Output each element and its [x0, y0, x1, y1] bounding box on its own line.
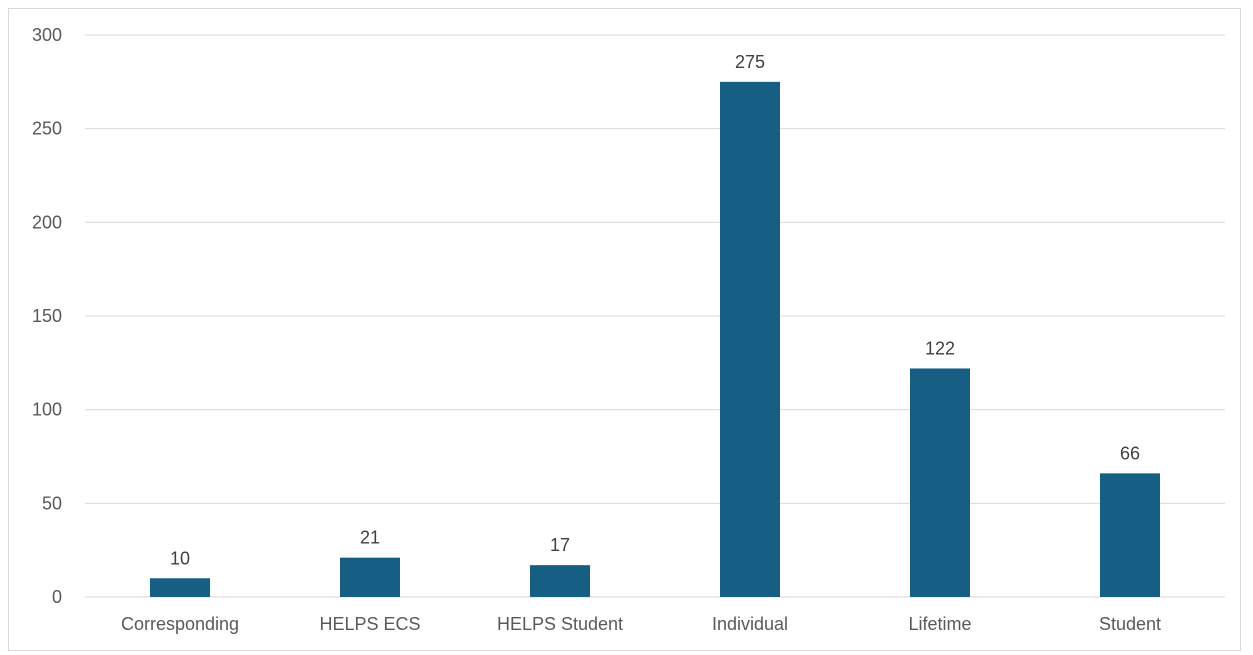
y-tick-label: 150 [32, 306, 62, 326]
data-label: 66 [1120, 443, 1140, 463]
x-tick-label: Lifetime [908, 614, 971, 634]
y-tick-label: 50 [42, 493, 62, 513]
data-labels: 10 21 17 275 122 66 [170, 52, 1140, 568]
bar-lifetime [910, 368, 970, 597]
x-tick-label: HELPS Student [497, 614, 623, 634]
x-tick-label: HELPS ECS [319, 614, 420, 634]
chart-frame [8, 8, 1241, 651]
data-label: 21 [360, 528, 380, 548]
y-tick-label: 100 [32, 400, 62, 420]
bar-helps-student [530, 565, 590, 597]
y-axis-tick-labels: 0 50 100 150 200 250 300 [32, 25, 62, 607]
gridlines [85, 34, 1225, 598]
x-tick-label: Student [1099, 614, 1161, 634]
bar-corresponding [150, 578, 210, 597]
y-tick-label: 200 [32, 212, 62, 232]
data-label: 275 [735, 52, 765, 72]
data-label: 10 [170, 548, 190, 568]
y-tick-label: 0 [52, 587, 62, 607]
bars [150, 81, 1160, 598]
data-label: 17 [550, 535, 570, 555]
bar-helps-ecs [340, 557, 400, 597]
y-tick-label: 250 [32, 119, 62, 139]
data-label: 122 [925, 338, 955, 358]
x-tick-label: Corresponding [121, 614, 239, 634]
y-tick-label: 300 [32, 25, 62, 45]
bar-individual [720, 81, 780, 598]
x-tick-label: Individual [712, 614, 788, 634]
x-axis-tick-labels: Corresponding HELPS ECS HELPS Student Indiv… [121, 614, 1161, 634]
bar-student [1100, 473, 1160, 597]
